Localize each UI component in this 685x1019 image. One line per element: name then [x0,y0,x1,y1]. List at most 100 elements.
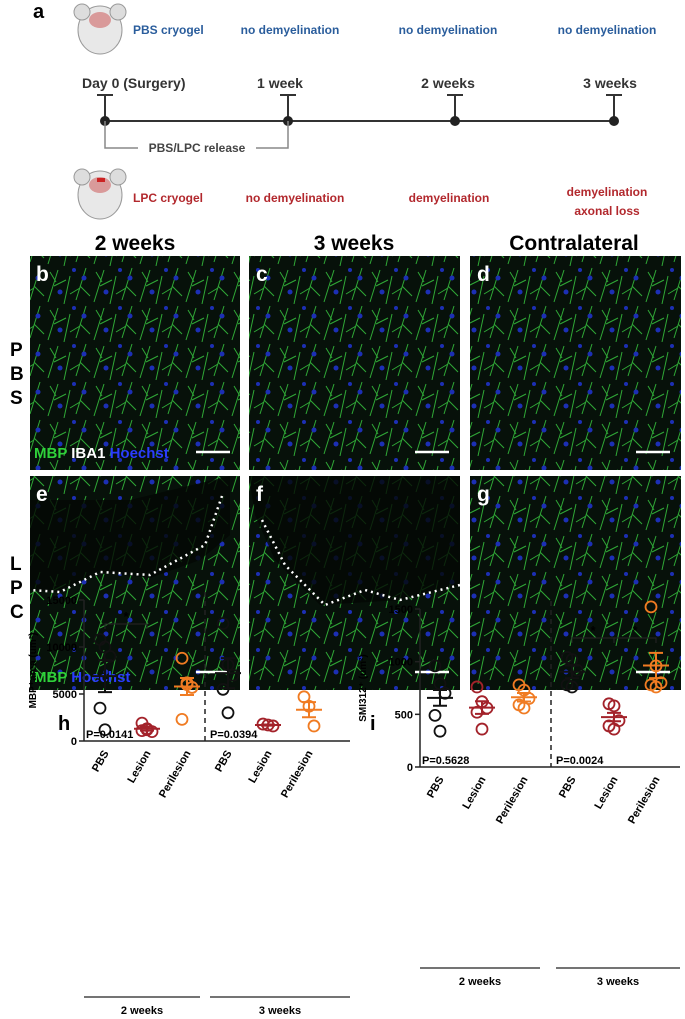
micrographs [29,256,681,690]
point [475,722,489,736]
x-tick-label: Lesion [125,748,153,785]
panel-letter: e [36,483,48,506]
row-label: C [10,602,24,623]
point [607,699,621,713]
row-label: B [10,364,24,385]
point [98,723,112,737]
group-label: 3 weeks [597,976,639,988]
label-bg [138,139,256,155]
stain-legend: MBP IBA1 Hoechst [34,445,169,462]
sig-star: * [590,623,596,638]
group-label: 3 weeks [259,1005,301,1017]
column-title: Contralateral [509,232,639,255]
x-tick-label: PBS [557,775,579,801]
state: no demyelination [558,23,657,37]
point [470,680,484,694]
timeline-dots [100,116,619,126]
point [428,659,442,673]
panel-letter: g [477,483,490,506]
stain: MBP [34,669,67,686]
y-tick-label: 10000 [46,642,77,654]
column-title: 2 weeks [95,232,176,255]
x-tick-label: PBS [90,749,112,775]
point [644,600,658,614]
point [175,712,189,726]
state: demyelination [409,191,490,205]
y-tick-label: 0 [71,736,77,748]
x-tick-label: Perilesion [626,774,663,826]
y-axis-label: MBP⁺area (um²) [28,633,39,709]
error-bar [302,701,316,719]
mouse-icon [73,168,127,220]
p-value: P=0.0024 [556,755,604,767]
x-tick-label: Perilesion [157,748,194,800]
y-tick-label: 0 [407,762,413,774]
error-bar [180,677,194,696]
day: 3 weeks [583,75,637,91]
release: PBS/LPC release [149,141,246,155]
panel-letter: h [58,713,70,735]
x-tick-label: Perilesion [494,774,531,826]
y-tick-label: 15000 [46,595,77,607]
column-title: 3 weeks [314,232,395,255]
point [175,651,189,665]
panel-letter: b [36,263,49,286]
x-tick-label: Lesion [592,774,620,811]
y-tick-label: 500 [395,709,413,721]
x-tick-label: Lesion [246,748,274,785]
error-bar [517,692,531,703]
y-tick-label: 1000 [389,657,413,669]
state: demyelination [567,185,648,199]
label: LPC cryogel [133,191,203,205]
timeline [97,94,622,122]
error-bar [607,711,621,723]
panel-letter: d [477,263,490,286]
x-tick-label: PBS [213,749,235,775]
error-bar [140,725,154,732]
row-label: L [10,554,22,575]
error-bar [261,723,275,727]
y-tick-label: 1500 [389,604,413,616]
point [221,706,235,720]
p-value: P=0.0141 [86,729,133,741]
label: PBS cryogel [133,23,204,37]
day: Day 0 (Surgery) [82,75,185,91]
x-tick-label: PBS [425,775,447,801]
error-bar [649,651,663,680]
error-bar [475,700,489,715]
point [216,682,230,696]
point [565,680,579,694]
group-label: 2 weeks [459,976,501,988]
point [216,617,230,630]
sig-bracket [613,637,657,643]
sig-bracket [104,623,148,629]
state: no demyelination [241,23,340,37]
panel-letter: c [256,263,268,286]
point [433,724,447,738]
state: no demyelination [246,191,345,205]
p-value: P=0.0394 [210,729,258,741]
sig-star: * [632,623,638,638]
row-label: P [10,578,23,599]
p-value: P=0.5628 [422,755,469,767]
stain: Hoechst [110,445,169,462]
row-label: P [10,340,23,361]
panel-letter: f [256,483,264,506]
sig-star: * [123,609,129,624]
row-label: S [10,388,23,409]
panel-letter: i [370,713,376,735]
point [428,708,442,722]
y-axis-label: SMI312⁺ (um²) [358,654,369,722]
point [517,701,531,715]
group-label: 2 weeks [121,1005,163,1017]
state: axonal loss [574,204,640,218]
day: 1 week [257,75,303,91]
x-tick-label: Lesion [460,774,488,811]
stain: IBA1 [71,445,105,462]
stain: Hoechst [71,669,130,686]
point [93,701,107,715]
panel-letter: a [33,1,45,23]
error-bar [433,689,447,707]
mouse-icon [73,3,127,55]
